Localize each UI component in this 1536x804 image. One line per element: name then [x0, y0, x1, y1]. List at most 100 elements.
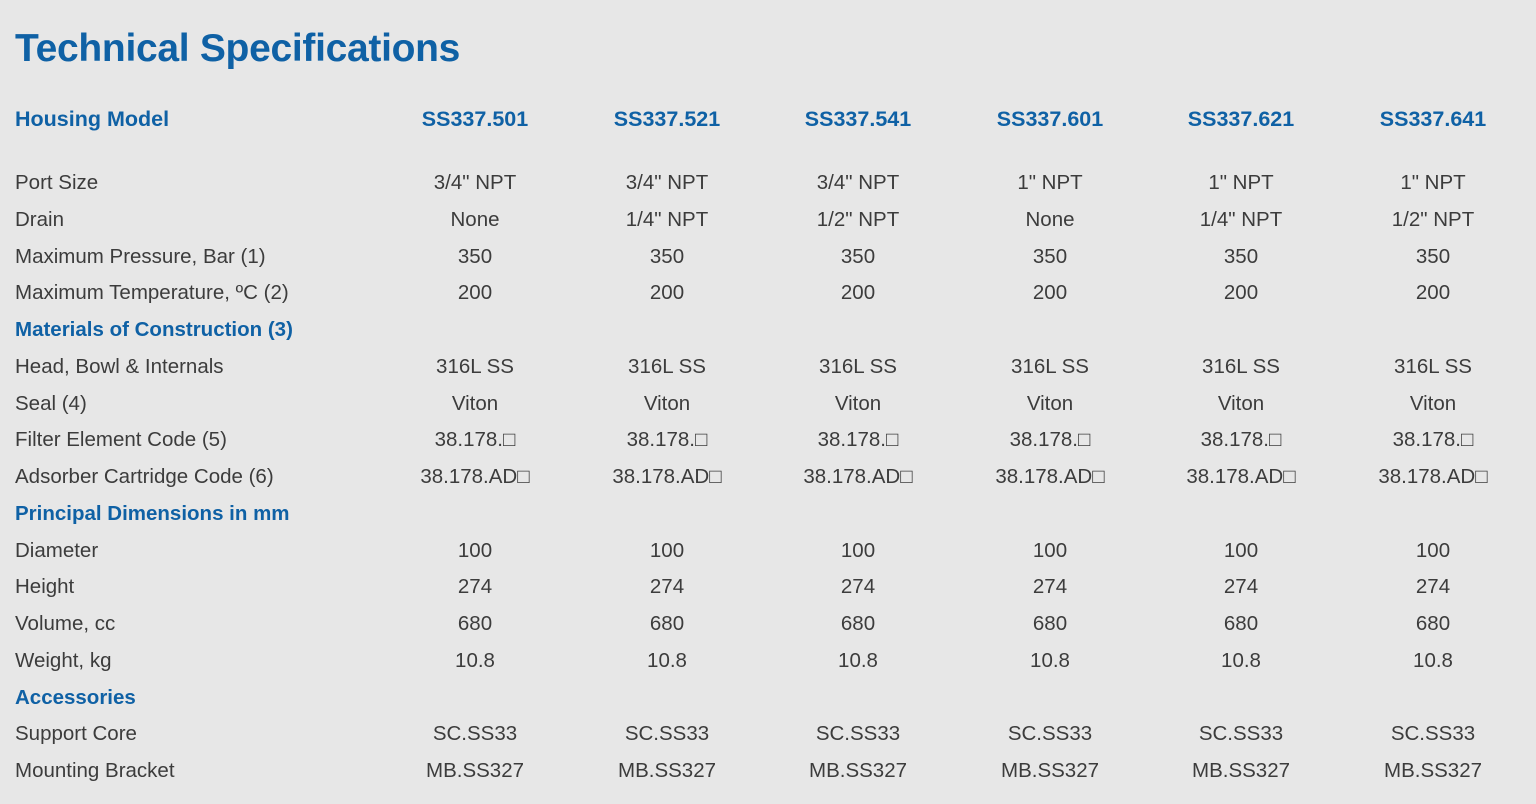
model-header: SS337.601 — [996, 107, 1104, 131]
housing-model-header-row: Housing Model SS337.501 SS337.521 SS337.… — [0, 103, 1536, 135]
spec-value: None — [450, 207, 500, 231]
spec-value: 10.8 — [1030, 648, 1070, 672]
section-heading: Materials of Construction (3) — [15, 318, 293, 341]
model-header: SS337.641 — [1379, 107, 1487, 131]
spec-value: SC.SS33 — [432, 722, 518, 746]
spec-value: SC.SS33 — [815, 722, 901, 746]
spec-value: 200 — [840, 281, 876, 305]
spec-value: 350 — [840, 244, 876, 268]
spec-label: Port Size — [15, 171, 99, 194]
spec-label: Adsorber Cartridge Code (6) — [15, 465, 274, 488]
spec-value: Viton — [1026, 391, 1074, 415]
housing-model-label: Housing Model — [15, 107, 170, 131]
spec-value: MB.SS327 — [426, 759, 524, 782]
spec-row: Maximum Temperature, ºC (2) 200 200 200 200 2… — [0, 277, 1536, 309]
spec-value: 10.8 — [647, 648, 687, 672]
spec-value: 680 — [1032, 612, 1068, 635]
spec-value: MB.SS327 — [618, 759, 716, 782]
spec-row: Volume, cc 680 680 680 680 680 680 — [0, 608, 1536, 640]
spec-value: 680 — [1415, 612, 1451, 635]
spec-value: 316L SS — [1202, 354, 1280, 378]
spec-value: 200 — [649, 281, 685, 305]
spec-value: 38.178.□ — [626, 428, 708, 452]
spec-value: MB.SS327 — [1192, 759, 1290, 782]
spec-value: 100 — [649, 538, 685, 562]
spec-value: 316L SS — [436, 354, 514, 378]
spec-value: 1" NPT — [1017, 171, 1083, 194]
spec-value: 316L SS — [1011, 354, 1089, 378]
spec-value: 274 — [840, 575, 876, 599]
spec-value: 274 — [1415, 575, 1451, 599]
spec-value: 38.178.□ — [817, 428, 899, 452]
spec-value: 350 — [457, 244, 493, 268]
spec-value: Viton — [1409, 391, 1457, 415]
spec-value: MB.SS327 — [1384, 759, 1482, 782]
spec-value: 38.178.AD□ — [420, 465, 530, 488]
spec-value: 38.178.AD□ — [1186, 465, 1296, 488]
spec-value: SC.SS33 — [1007, 722, 1093, 746]
spec-value: 10.8 — [838, 648, 878, 672]
spec-row: Support Core SC.SS33 SC.SS33 SC.SS33 SC.SS33… — [0, 718, 1536, 750]
spec-row: Adsorber Cartridge Code (6) 38.178.AD□ 38.… — [0, 461, 1536, 493]
model-header: SS337.521 — [613, 107, 721, 131]
spec-value: 3/4" NPT — [625, 171, 709, 194]
spec-value: 100 — [1223, 538, 1259, 562]
spec-value: 1/2" NPT — [1391, 207, 1475, 231]
spec-label: Maximum Temperature, ºC (2) — [15, 281, 289, 305]
spec-value: 1" NPT — [1400, 171, 1466, 194]
spec-row: Weight, kg 10.8 10.8 10.8 10.8 10.8 10.8 — [0, 645, 1536, 677]
spec-value: 316L SS — [1394, 354, 1472, 378]
spec-value: 200 — [457, 281, 493, 305]
spec-value: 38.178.□ — [1200, 428, 1282, 452]
spec-label: Height — [15, 575, 75, 599]
spec-value: 38.178.□ — [1009, 428, 1091, 452]
spec-value: 274 — [457, 575, 493, 599]
spec-row: Head, Bowl & Internals 316L SS 316L SS 316L… — [0, 351, 1536, 383]
spec-label: Seal (4) — [15, 391, 87, 415]
spec-value: Viton — [451, 391, 499, 415]
spec-value: 38.178.□ — [1392, 428, 1474, 452]
spec-value: 38.178.□ — [434, 428, 516, 452]
spec-value: 1" NPT — [1208, 171, 1274, 194]
section-heading: Accessories — [15, 685, 136, 709]
spec-row: Port Size 3/4" NPT 3/4" NPT 3/4" NPT 1" NPT 1… — [0, 167, 1536, 199]
spec-row: Drain None 1/4" NPT 1/2" NPT None 1/4" NPT 1/2… — [0, 204, 1536, 236]
spec-value: 100 — [1032, 538, 1068, 562]
spec-value: 274 — [1032, 575, 1068, 599]
spec-value: 680 — [1223, 612, 1259, 635]
spec-label: Drain — [15, 207, 64, 231]
spec-value: 10.8 — [1221, 648, 1261, 672]
section-heading-row: Principal Dimensions in mm — [0, 498, 1536, 530]
spec-value: 680 — [840, 612, 876, 635]
spec-value: 38.178.AD□ — [612, 465, 722, 488]
section-heading-row: Materials of Construction (3) — [0, 314, 1536, 346]
spec-value: 200 — [1032, 281, 1068, 305]
spec-value: 316L SS — [819, 354, 897, 378]
spec-label: Volume, cc — [15, 612, 116, 635]
spec-value: 350 — [1223, 244, 1259, 268]
spec-value: 100 — [457, 538, 493, 562]
spec-value: 3/4" NPT — [433, 171, 517, 194]
spec-value: None — [1025, 207, 1075, 231]
section-heading-row: Accessories — [0, 682, 1536, 714]
spec-value: 350 — [649, 244, 685, 268]
spec-value: 680 — [457, 612, 493, 635]
spec-value: 10.8 — [455, 648, 495, 672]
spec-value: SC.SS33 — [1390, 722, 1476, 746]
spec-label: Diameter — [15, 538, 99, 562]
spec-row: Filter Element Code (5) 38.178.□ 38.178.□ 3… — [0, 424, 1536, 456]
spec-value: Viton — [643, 391, 691, 415]
spec-value: Viton — [1217, 391, 1265, 415]
spec-label: Mounting Bracket — [15, 759, 175, 782]
spec-value: SC.SS33 — [624, 722, 710, 746]
model-header: SS337.541 — [804, 107, 912, 131]
spec-value: 350 — [1032, 244, 1068, 268]
spec-label: Maximum Pressure, Bar (1) — [15, 244, 266, 268]
spec-label: Weight, kg — [15, 648, 112, 672]
model-header: SS337.621 — [1187, 107, 1295, 131]
spec-label: Support Core — [15, 722, 137, 746]
spec-value: Viton — [834, 391, 882, 415]
spec-value: 38.178.AD□ — [1378, 465, 1488, 488]
spec-value: 1/2" NPT — [816, 207, 900, 231]
spec-row: Maximum Pressure, Bar (1) 350 350 350 350 350… — [0, 241, 1536, 273]
